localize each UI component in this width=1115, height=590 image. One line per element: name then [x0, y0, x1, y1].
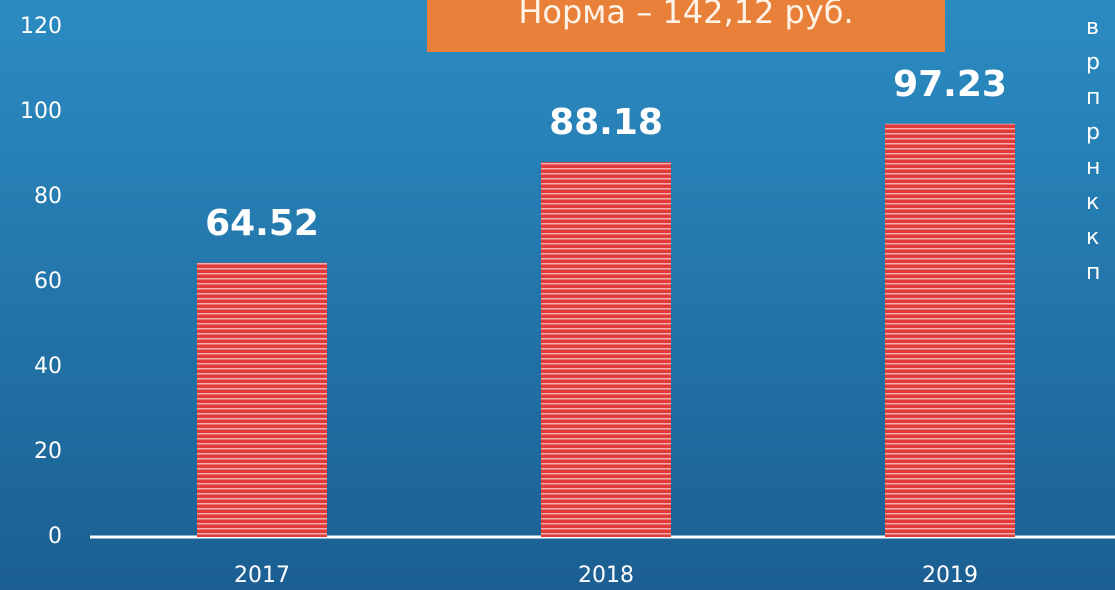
value-label: 64.52 — [205, 203, 319, 244]
y-tick-label: 120 — [20, 14, 62, 39]
y-tick-label: 20 — [34, 439, 62, 464]
side-text: н — [1086, 155, 1100, 180]
x-tick-label: 2018 — [578, 563, 634, 588]
side-text: п — [1086, 260, 1100, 285]
value-label: 88.18 — [549, 102, 663, 143]
bar — [197, 262, 327, 537]
side-text: в — [1086, 15, 1099, 40]
side-text: к — [1086, 190, 1099, 215]
side-text: р — [1086, 50, 1100, 75]
x-tick-label: 2017 — [234, 563, 290, 588]
y-tick-label: 40 — [34, 354, 62, 379]
bar — [541, 162, 671, 538]
side-text: п — [1086, 85, 1100, 110]
annotation: Норма – 142,12 руб. — [518, 0, 853, 31]
y-tick-label: 80 — [34, 184, 62, 209]
x-tick-label: 2019 — [922, 563, 978, 588]
y-tick-label: 0 — [48, 524, 62, 549]
value-label: 97.23 — [893, 64, 1007, 105]
y-tick-label: 60 — [34, 269, 62, 294]
side-text: к — [1086, 225, 1099, 250]
y-tick-label: 100 — [20, 99, 62, 124]
annotation-box — [427, 0, 945, 52]
bar — [885, 123, 1015, 538]
side-text: р — [1086, 120, 1100, 145]
